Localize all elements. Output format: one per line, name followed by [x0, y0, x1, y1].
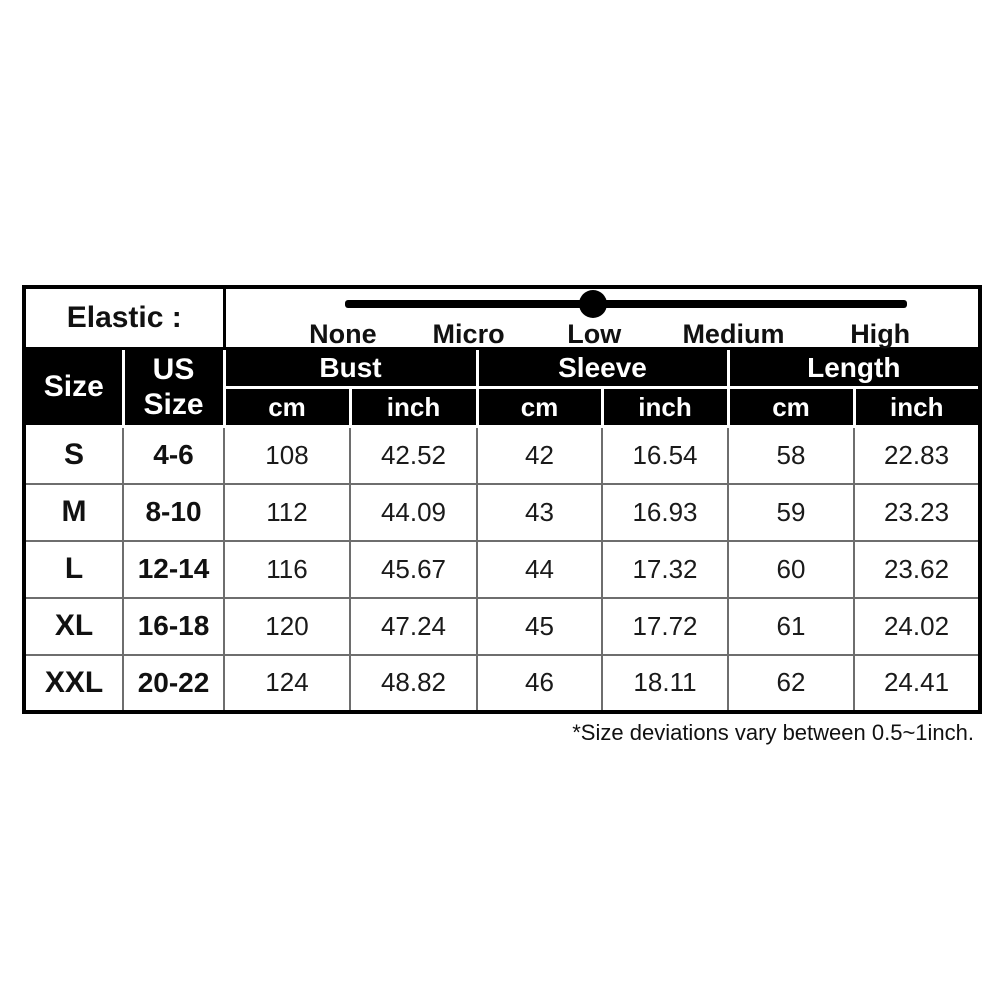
cell-size: L — [23, 539, 124, 599]
cell-size: S — [23, 425, 124, 485]
elastic-label: Elastic : — [66, 301, 182, 334]
cell-us-size: 8-10 — [122, 482, 225, 542]
elastic-level-none: None — [309, 319, 377, 349]
elastic-slider-track — [345, 300, 907, 308]
size-chart-sheet: Elastic : None Micro Low Medium High Siz… — [22, 285, 983, 746]
cell-bust-cm: 124 — [223, 653, 351, 713]
table-row-m: M 8-10 112 44.09 43 16.93 59 23.23 — [23, 482, 982, 542]
cell-length-cm: 58 — [727, 425, 855, 485]
cell-size: XXL — [23, 653, 124, 713]
size-deviation-footnote: *Size deviations vary between 0.5~1inch. — [572, 719, 974, 745]
table-row-l: L 12-14 116 45.67 44 17.32 60 23.62 — [23, 539, 982, 599]
cell-bust-inch: 47.24 — [349, 596, 478, 656]
cell-size: XL — [23, 596, 124, 656]
header-size: Size — [22, 347, 125, 428]
header-bust-cm: cm — [222, 386, 352, 428]
cell-bust-inch: 48.82 — [349, 653, 478, 713]
cell-length-cm: 60 — [727, 539, 855, 599]
elastic-slider-cell: None Micro Low Medium High — [222, 285, 982, 350]
header-us-size: US Size — [121, 347, 226, 428]
unit-header-row: cm inch cm inch cm inch — [24, 386, 982, 428]
cell-sleeve-inch: 16.93 — [601, 482, 729, 542]
cell-length-inch: 24.02 — [852, 596, 982, 656]
elastic-level-high: High — [850, 319, 911, 349]
elastic-label-cell: Elastic : — [22, 285, 226, 350]
cell-length-cm: 61 — [727, 596, 855, 656]
cell-sleeve-cm: 44 — [476, 539, 603, 599]
cell-bust-cm: 112 — [223, 482, 351, 542]
header-bust-inch: inch — [348, 386, 479, 428]
cell-bust-cm: 108 — [223, 425, 351, 485]
header-bust: Bust — [222, 347, 479, 389]
cell-length-inch: 23.23 — [852, 482, 982, 542]
cell-bust-cm: 116 — [223, 539, 351, 599]
table-row-s: S 4-6 108 42.52 42 16.54 58 22.83 — [23, 425, 982, 485]
elastic-level-low: Low — [567, 319, 622, 349]
cell-us-size: 12-14 — [122, 539, 225, 599]
cell-bust-inch: 42.52 — [349, 425, 478, 485]
cell-sleeve-cm: 46 — [476, 653, 603, 713]
cell-length-cm: 62 — [727, 653, 855, 713]
cell-us-size: 20-22 — [122, 653, 225, 713]
cell-length-inch: 23.62 — [852, 539, 982, 599]
elastic-slider-thumb-icon — [578, 290, 607, 318]
cell-size: M — [23, 482, 124, 542]
table-row-xxl: XXL 20-22 124 48.82 46 18.11 62 24.41 — [23, 653, 982, 713]
header-sleeve: Sleeve — [475, 347, 730, 389]
size-chart-table: Elastic : None Micro Low Medium High Siz… — [22, 285, 983, 714]
table-row-xl: XL 16-18 120 47.24 45 17.72 61 24.02 — [23, 596, 982, 656]
header-sleeve-cm: cm — [475, 386, 604, 428]
cell-sleeve-cm: 42 — [476, 425, 603, 485]
cell-length-inch: 24.41 — [852, 653, 982, 713]
cell-us-size: 16-18 — [122, 596, 225, 656]
header-length-cm: cm — [726, 386, 856, 428]
cell-sleeve-inch: 16.54 — [601, 425, 729, 485]
group-header-row: Size US Size Bust Sleeve Length — [22, 347, 982, 428]
cell-sleeve-cm: 43 — [476, 482, 603, 542]
cell-bust-inch: 45.67 — [349, 539, 478, 599]
elastic-level-micro: Micro — [432, 319, 505, 349]
cell-sleeve-cm: 45 — [476, 596, 603, 656]
cell-sleeve-inch: 18.11 — [601, 653, 729, 713]
cell-sleeve-inch: 17.32 — [601, 539, 729, 599]
header-length: Length — [726, 347, 982, 389]
cell-length-cm: 59 — [727, 482, 855, 542]
cell-bust-cm: 120 — [223, 596, 351, 656]
elastic-row: Elastic : None Micro Low Medium High — [22, 285, 982, 350]
header-length-inch: inch — [852, 386, 982, 428]
header-sleeve-inch: inch — [600, 386, 730, 428]
cell-sleeve-inch: 17.72 — [601, 596, 729, 656]
elastic-level-medium: Medium — [682, 319, 785, 349]
cell-us-size: 4-6 — [122, 425, 225, 485]
cell-bust-inch: 44.09 — [349, 482, 478, 542]
cell-length-inch: 22.83 — [852, 425, 982, 485]
